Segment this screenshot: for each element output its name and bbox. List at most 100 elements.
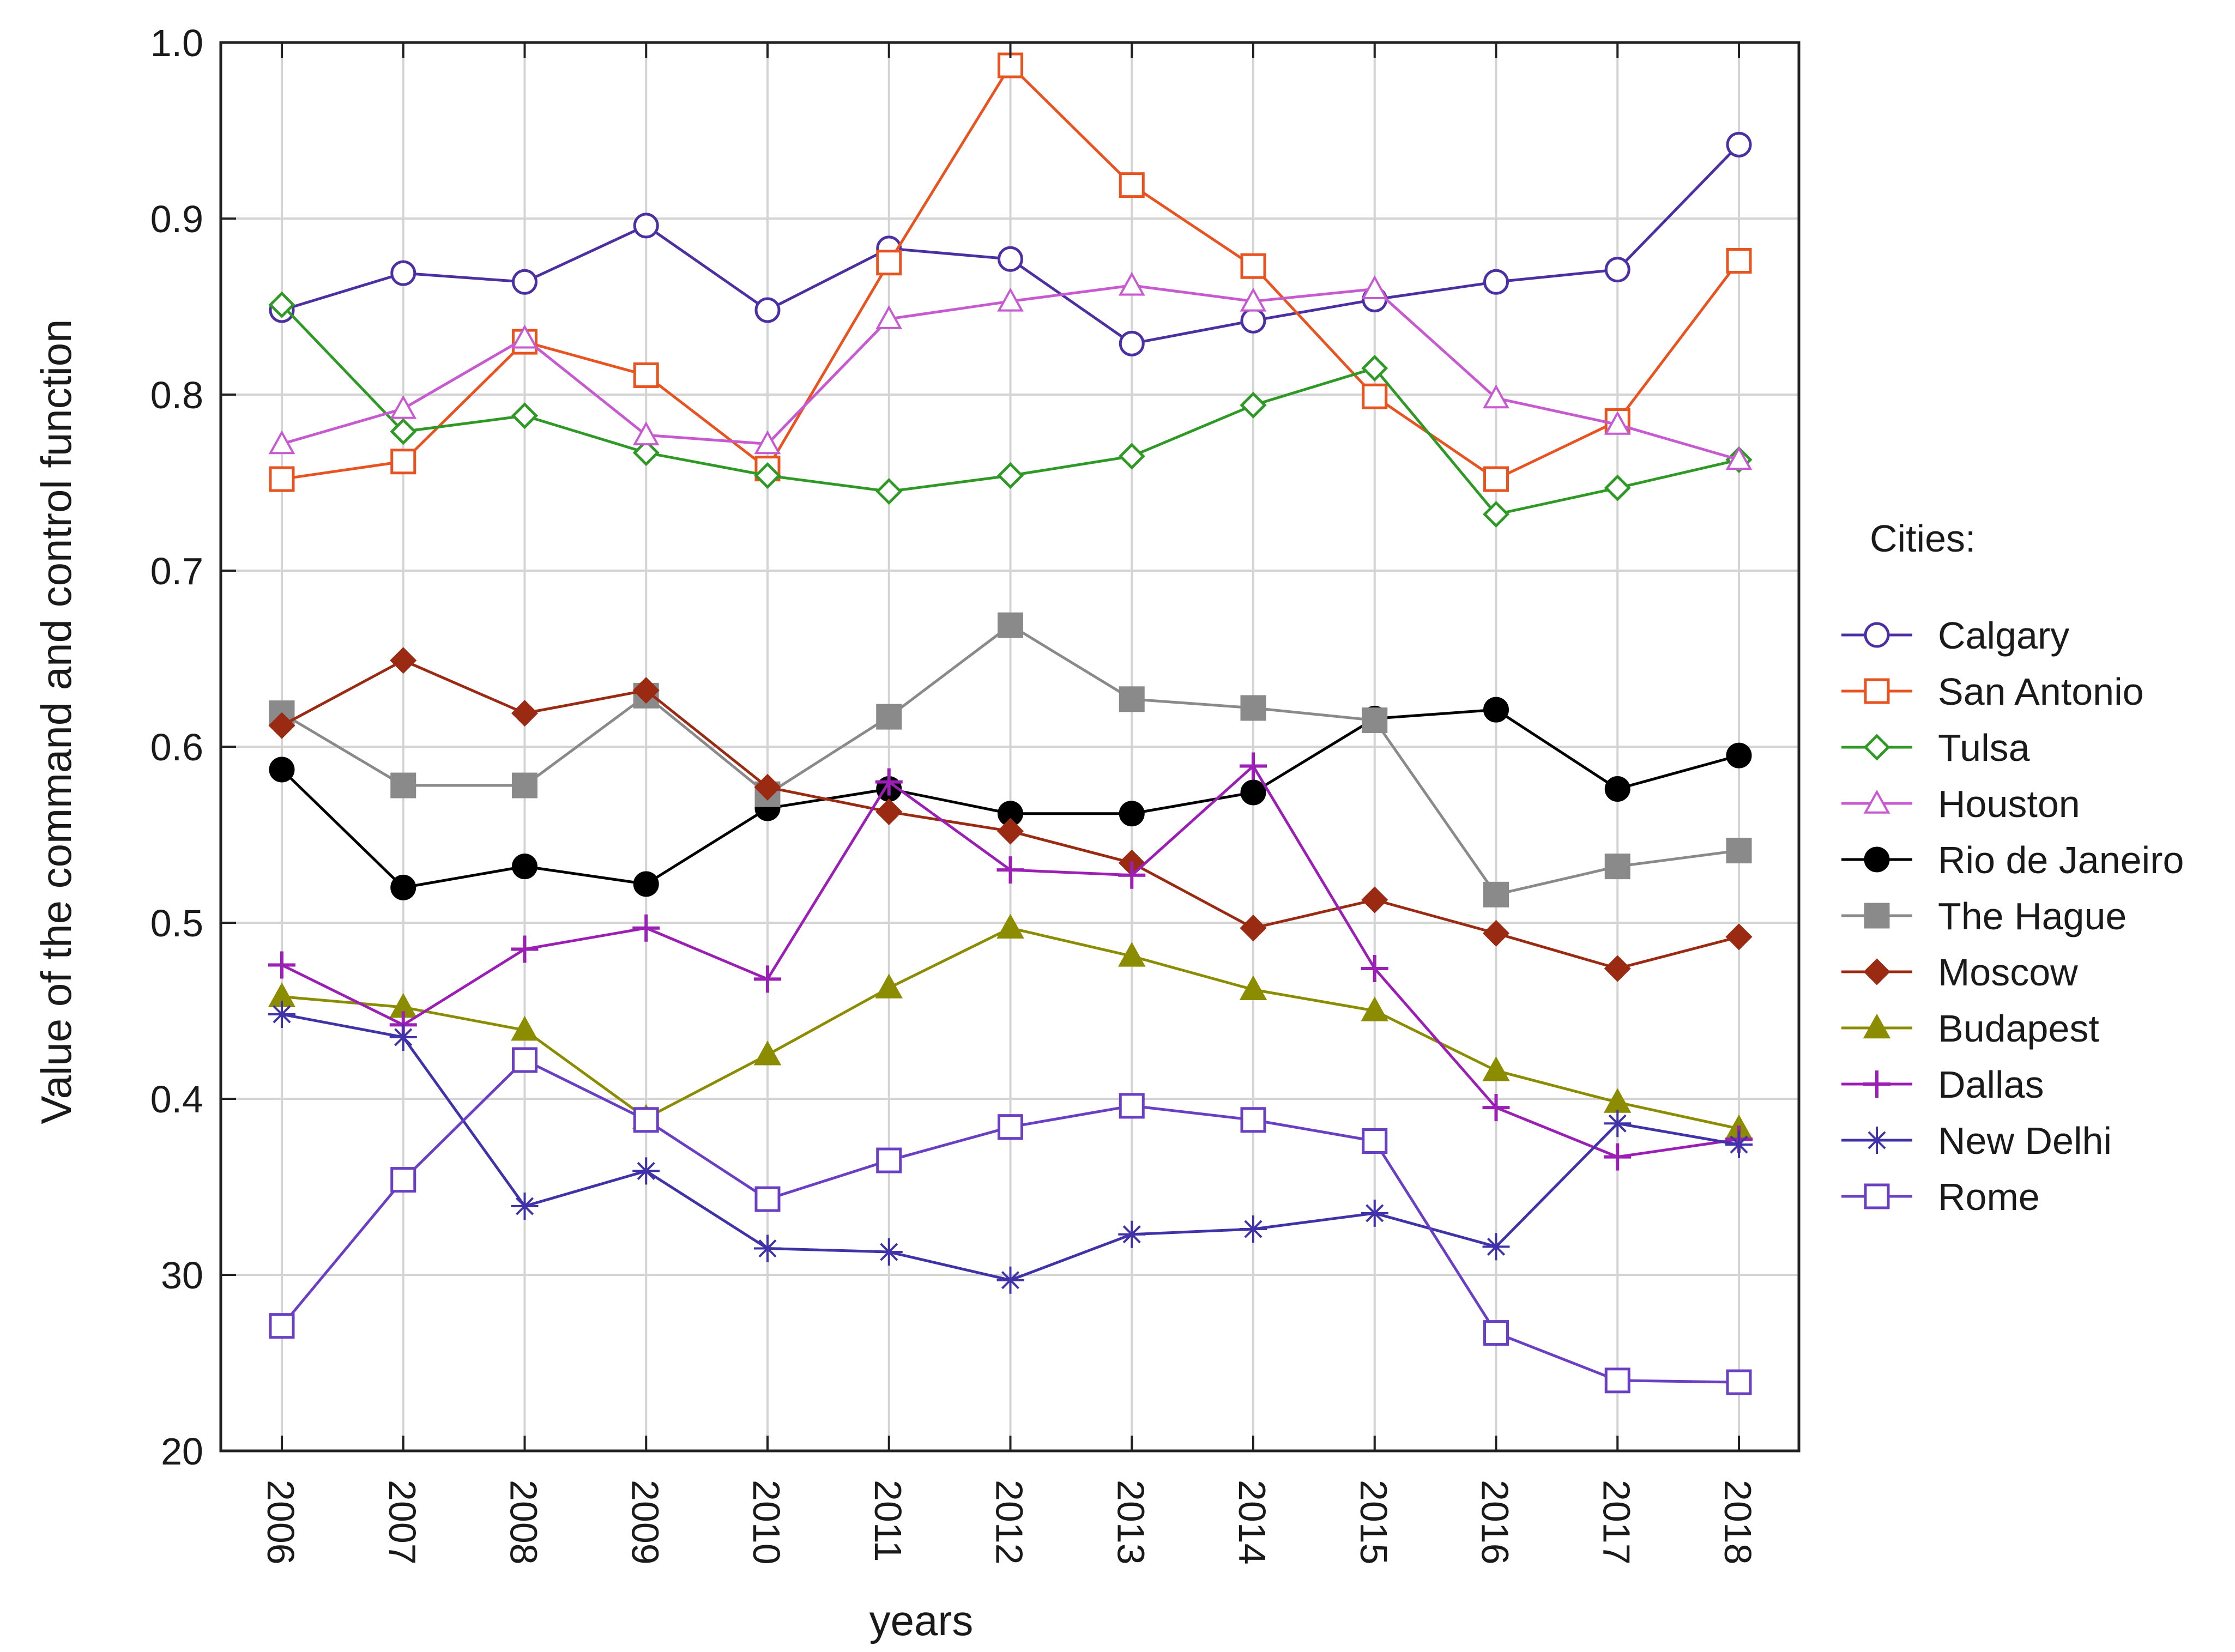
legend-label: The Hague — [1938, 895, 2127, 937]
y-tick-label: 0.4 — [150, 1078, 203, 1121]
series-dallas — [268, 752, 1753, 1171]
data-point — [1863, 734, 1890, 761]
data-point — [754, 965, 781, 993]
data-point — [1726, 838, 1752, 864]
data-point — [1118, 861, 1146, 889]
data-point — [1482, 501, 1510, 528]
data-point — [632, 1157, 660, 1185]
series-san-antonio — [269, 52, 1752, 492]
data-point — [1119, 801, 1145, 827]
legend-item: Tulsa — [1841, 727, 2030, 769]
series-layer — [268, 52, 1753, 1395]
data-point — [1863, 958, 1890, 985]
x-tick-label: 2016 — [1474, 1480, 1517, 1565]
data-point — [1864, 1183, 1890, 1209]
data-point — [1239, 975, 1267, 1001]
legend-item: Budapest — [1841, 1007, 2099, 1050]
data-point — [876, 250, 902, 276]
x-tick-label: 2008 — [503, 1480, 545, 1565]
x-tick-label: 2013 — [1109, 1480, 1152, 1565]
data-point — [512, 1047, 537, 1073]
data-point — [633, 871, 659, 897]
data-point — [1604, 854, 1630, 880]
data-point — [390, 647, 417, 674]
y-axis-title: Value of the command and control functio… — [32, 319, 80, 1124]
data-point — [1361, 1199, 1388, 1227]
data-point — [996, 818, 1024, 845]
data-point — [996, 856, 1024, 884]
data-point — [632, 421, 660, 446]
data-point — [1118, 443, 1145, 470]
data-point — [1119, 686, 1145, 712]
data-point — [1483, 697, 1509, 723]
data-point — [268, 291, 295, 318]
data-point — [632, 677, 660, 704]
data-point — [511, 324, 538, 349]
data-point — [753, 1040, 782, 1066]
data-point — [875, 798, 903, 826]
data-point — [1604, 955, 1631, 982]
data-point — [1483, 466, 1509, 492]
data-point — [1118, 1220, 1146, 1248]
data-point — [268, 1000, 295, 1028]
data-point — [1604, 1143, 1632, 1171]
data-point — [1362, 707, 1388, 734]
legend-item: Moscow — [1841, 951, 2078, 994]
data-point — [632, 914, 660, 942]
data-point — [1119, 330, 1145, 356]
data-point — [1361, 355, 1388, 382]
data-point — [754, 297, 781, 323]
data-point — [1240, 287, 1267, 312]
data-point — [1240, 915, 1267, 942]
data-point — [1726, 248, 1752, 274]
data-point — [1604, 1367, 1630, 1394]
data-point — [1482, 1233, 1510, 1261]
x-axis-title: years — [869, 1596, 974, 1644]
data-point — [996, 1266, 1024, 1294]
x-tick-label: 2017 — [1595, 1480, 1638, 1565]
y-tick-label: 1.0 — [150, 22, 203, 64]
data-point — [512, 854, 537, 880]
data-point — [1119, 1093, 1145, 1119]
data-point — [1483, 269, 1509, 295]
series-new-delhi — [268, 1000, 1753, 1294]
legend-item: New Delhi — [1841, 1120, 2112, 1162]
data-point — [875, 305, 903, 329]
data-point — [390, 1167, 416, 1193]
y-tick-label: 0.7 — [150, 550, 203, 592]
data-point — [1118, 271, 1145, 296]
legend-item: Dallas — [1841, 1063, 2044, 1106]
legend-label: New Delhi — [1938, 1120, 2112, 1162]
data-point — [876, 704, 902, 730]
data-point — [511, 700, 539, 727]
data-point — [1119, 172, 1145, 198]
data-point — [390, 395, 417, 419]
data-point — [390, 874, 416, 900]
data-point — [1240, 1215, 1267, 1243]
data-point — [268, 951, 295, 979]
x-tick-label: 2009 — [624, 1480, 666, 1565]
data-point — [1726, 742, 1752, 768]
data-point — [996, 913, 1024, 939]
legend-label: Budapest — [1938, 1007, 2099, 1050]
data-point — [390, 260, 416, 286]
data-point — [1604, 776, 1630, 802]
y-tick-label: 30 — [161, 1254, 203, 1297]
data-point — [1362, 383, 1388, 409]
data-point — [633, 213, 659, 239]
data-point — [1864, 846, 1890, 873]
axis-ticks: 20 30 0.4 0.5 0.6 0.7 0.8 0.9 1.0 2006 2007 2008 200… — [150, 22, 1759, 1565]
data-point — [1240, 307, 1266, 334]
legend-label: Dallas — [1938, 1063, 2044, 1106]
legend-item: Calgary — [1841, 614, 2069, 657]
legend-label: Rio de Janeiro — [1938, 839, 2184, 881]
legend-label: Rome — [1938, 1176, 2040, 1218]
data-point — [1361, 996, 1388, 1021]
series-tulsa — [268, 291, 1753, 528]
y-tick-label: 0.5 — [150, 902, 203, 945]
data-point — [268, 712, 295, 739]
data-point — [754, 462, 781, 489]
data-point — [389, 1023, 417, 1051]
legend-label: Calgary — [1938, 614, 2069, 657]
